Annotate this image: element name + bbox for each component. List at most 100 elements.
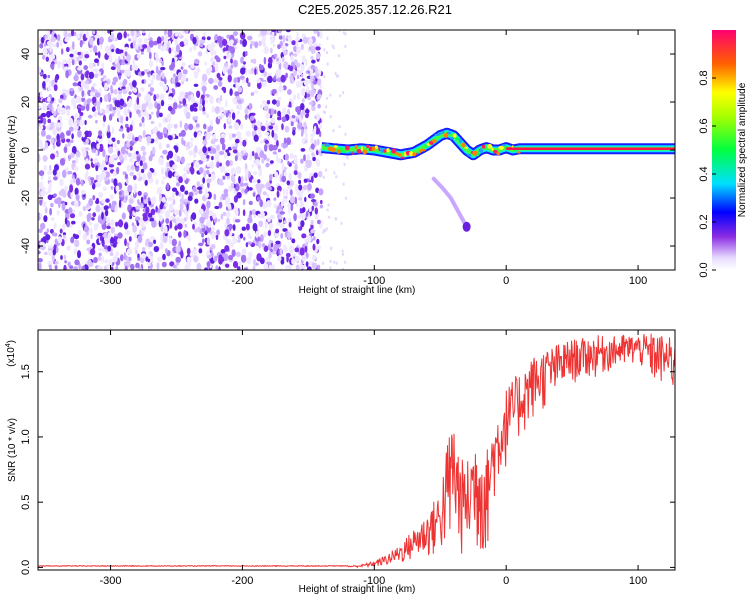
noise-speckle	[223, 123, 226, 130]
noise-speckle	[291, 40, 296, 46]
noise-speckle	[140, 253, 147, 259]
noise-speckle	[136, 54, 141, 59]
noise-speckle	[256, 78, 261, 84]
noise-speckle	[196, 262, 202, 270]
noise-speckle	[68, 62, 71, 68]
noise-speckle	[39, 181, 44, 190]
noise-speckle	[316, 93, 322, 99]
noise-speckle	[224, 245, 230, 252]
noise-speckle	[269, 214, 275, 220]
signal-blob	[352, 151, 355, 156]
noise-speckle	[206, 237, 211, 245]
noise-speckle	[159, 241, 164, 250]
noise-speckle	[317, 219, 321, 225]
noise-speckle	[300, 103, 305, 111]
noise-speckle	[247, 187, 253, 191]
noise-speckle	[244, 113, 248, 120]
noise-speckle	[183, 38, 189, 46]
noise-speckle	[334, 217, 338, 221]
noise-speckle	[299, 69, 303, 76]
noise-speckle	[163, 205, 166, 210]
noise-speckle	[99, 108, 103, 114]
noise-speckle	[246, 256, 252, 265]
noise-speckle	[111, 178, 114, 184]
noise-speckle	[155, 65, 159, 74]
noise-speckle	[194, 198, 199, 204]
noise-speckle	[107, 245, 112, 252]
noise-speckle	[64, 185, 69, 192]
noise-speckle	[143, 69, 150, 73]
noise-speckle	[312, 254, 317, 261]
noise-speckle	[325, 105, 328, 109]
noise-speckle	[270, 117, 276, 124]
noise-speckle	[173, 73, 176, 78]
noise-speckle	[172, 199, 176, 206]
noise-speckle	[148, 155, 153, 162]
noise-speckle	[299, 247, 305, 256]
noise-speckle	[227, 74, 232, 83]
noise-speckle	[263, 46, 269, 54]
noise-speckle	[84, 163, 91, 170]
noise-speckle	[178, 191, 182, 197]
noise-speckle	[162, 127, 168, 135]
noise-speckle	[194, 115, 198, 121]
noise-speckle	[75, 151, 81, 158]
noise-speckle	[118, 153, 123, 161]
noise-speckle	[159, 58, 163, 64]
noise-speckle	[113, 142, 117, 149]
noise-speckle	[175, 190, 179, 196]
noise-speckle	[248, 213, 252, 221]
noise-speckle	[226, 152, 231, 157]
noise-speckle	[53, 84, 58, 92]
noise-speckle	[238, 157, 242, 161]
noise-speckle	[294, 256, 300, 262]
noise-speckle	[142, 129, 146, 139]
noise-speckle	[290, 203, 294, 212]
noise-speckle	[40, 51, 45, 56]
noise-speckle	[184, 223, 188, 228]
noise-speckle	[264, 132, 270, 136]
noise-speckle	[63, 146, 68, 154]
noise-speckle	[267, 186, 272, 191]
noise-speckle	[259, 150, 265, 158]
noise-speckle	[180, 66, 184, 70]
noise-speckle	[74, 113, 79, 120]
noise-speckle	[155, 136, 159, 144]
noise-speckle	[152, 72, 156, 80]
noise-speckle	[252, 188, 255, 193]
noise-speckle	[146, 114, 150, 121]
noise-speckle	[97, 256, 102, 261]
noise-speckle	[272, 144, 278, 151]
noise-speckle	[340, 221, 343, 225]
signal-blob	[496, 151, 501, 156]
noise-speckle	[42, 54, 46, 60]
noise-speckle	[93, 223, 99, 229]
noise-speckle	[230, 174, 235, 183]
noise-speckle	[247, 35, 253, 41]
noise-speckle	[120, 146, 126, 155]
noise-speckle	[117, 232, 123, 239]
noise-speckle	[254, 68, 257, 76]
noise-speckle	[203, 123, 207, 130]
noise-speckle	[312, 129, 317, 135]
noise-speckle	[277, 185, 282, 192]
noise-speckle	[311, 205, 315, 211]
noise-speckle	[90, 161, 94, 167]
noise-speckle	[94, 92, 101, 98]
noise-speckle	[126, 242, 130, 248]
noise-speckle	[110, 66, 116, 71]
noise-speckle	[217, 35, 223, 44]
noise-speckle	[107, 38, 113, 43]
noise-speckle	[136, 96, 140, 105]
noise-speckle	[288, 65, 294, 72]
noise-speckle	[288, 173, 293, 181]
y-tick-label: 1.0	[20, 429, 32, 444]
noise-speckle	[77, 51, 82, 56]
noise-speckle	[203, 81, 208, 86]
noise-speckle	[98, 192, 104, 198]
noise-speckle	[139, 122, 143, 127]
noise-speckle	[263, 144, 268, 152]
noise-speckle	[58, 98, 63, 104]
signal-blob	[360, 145, 363, 152]
noise-speckle	[341, 249, 344, 253]
